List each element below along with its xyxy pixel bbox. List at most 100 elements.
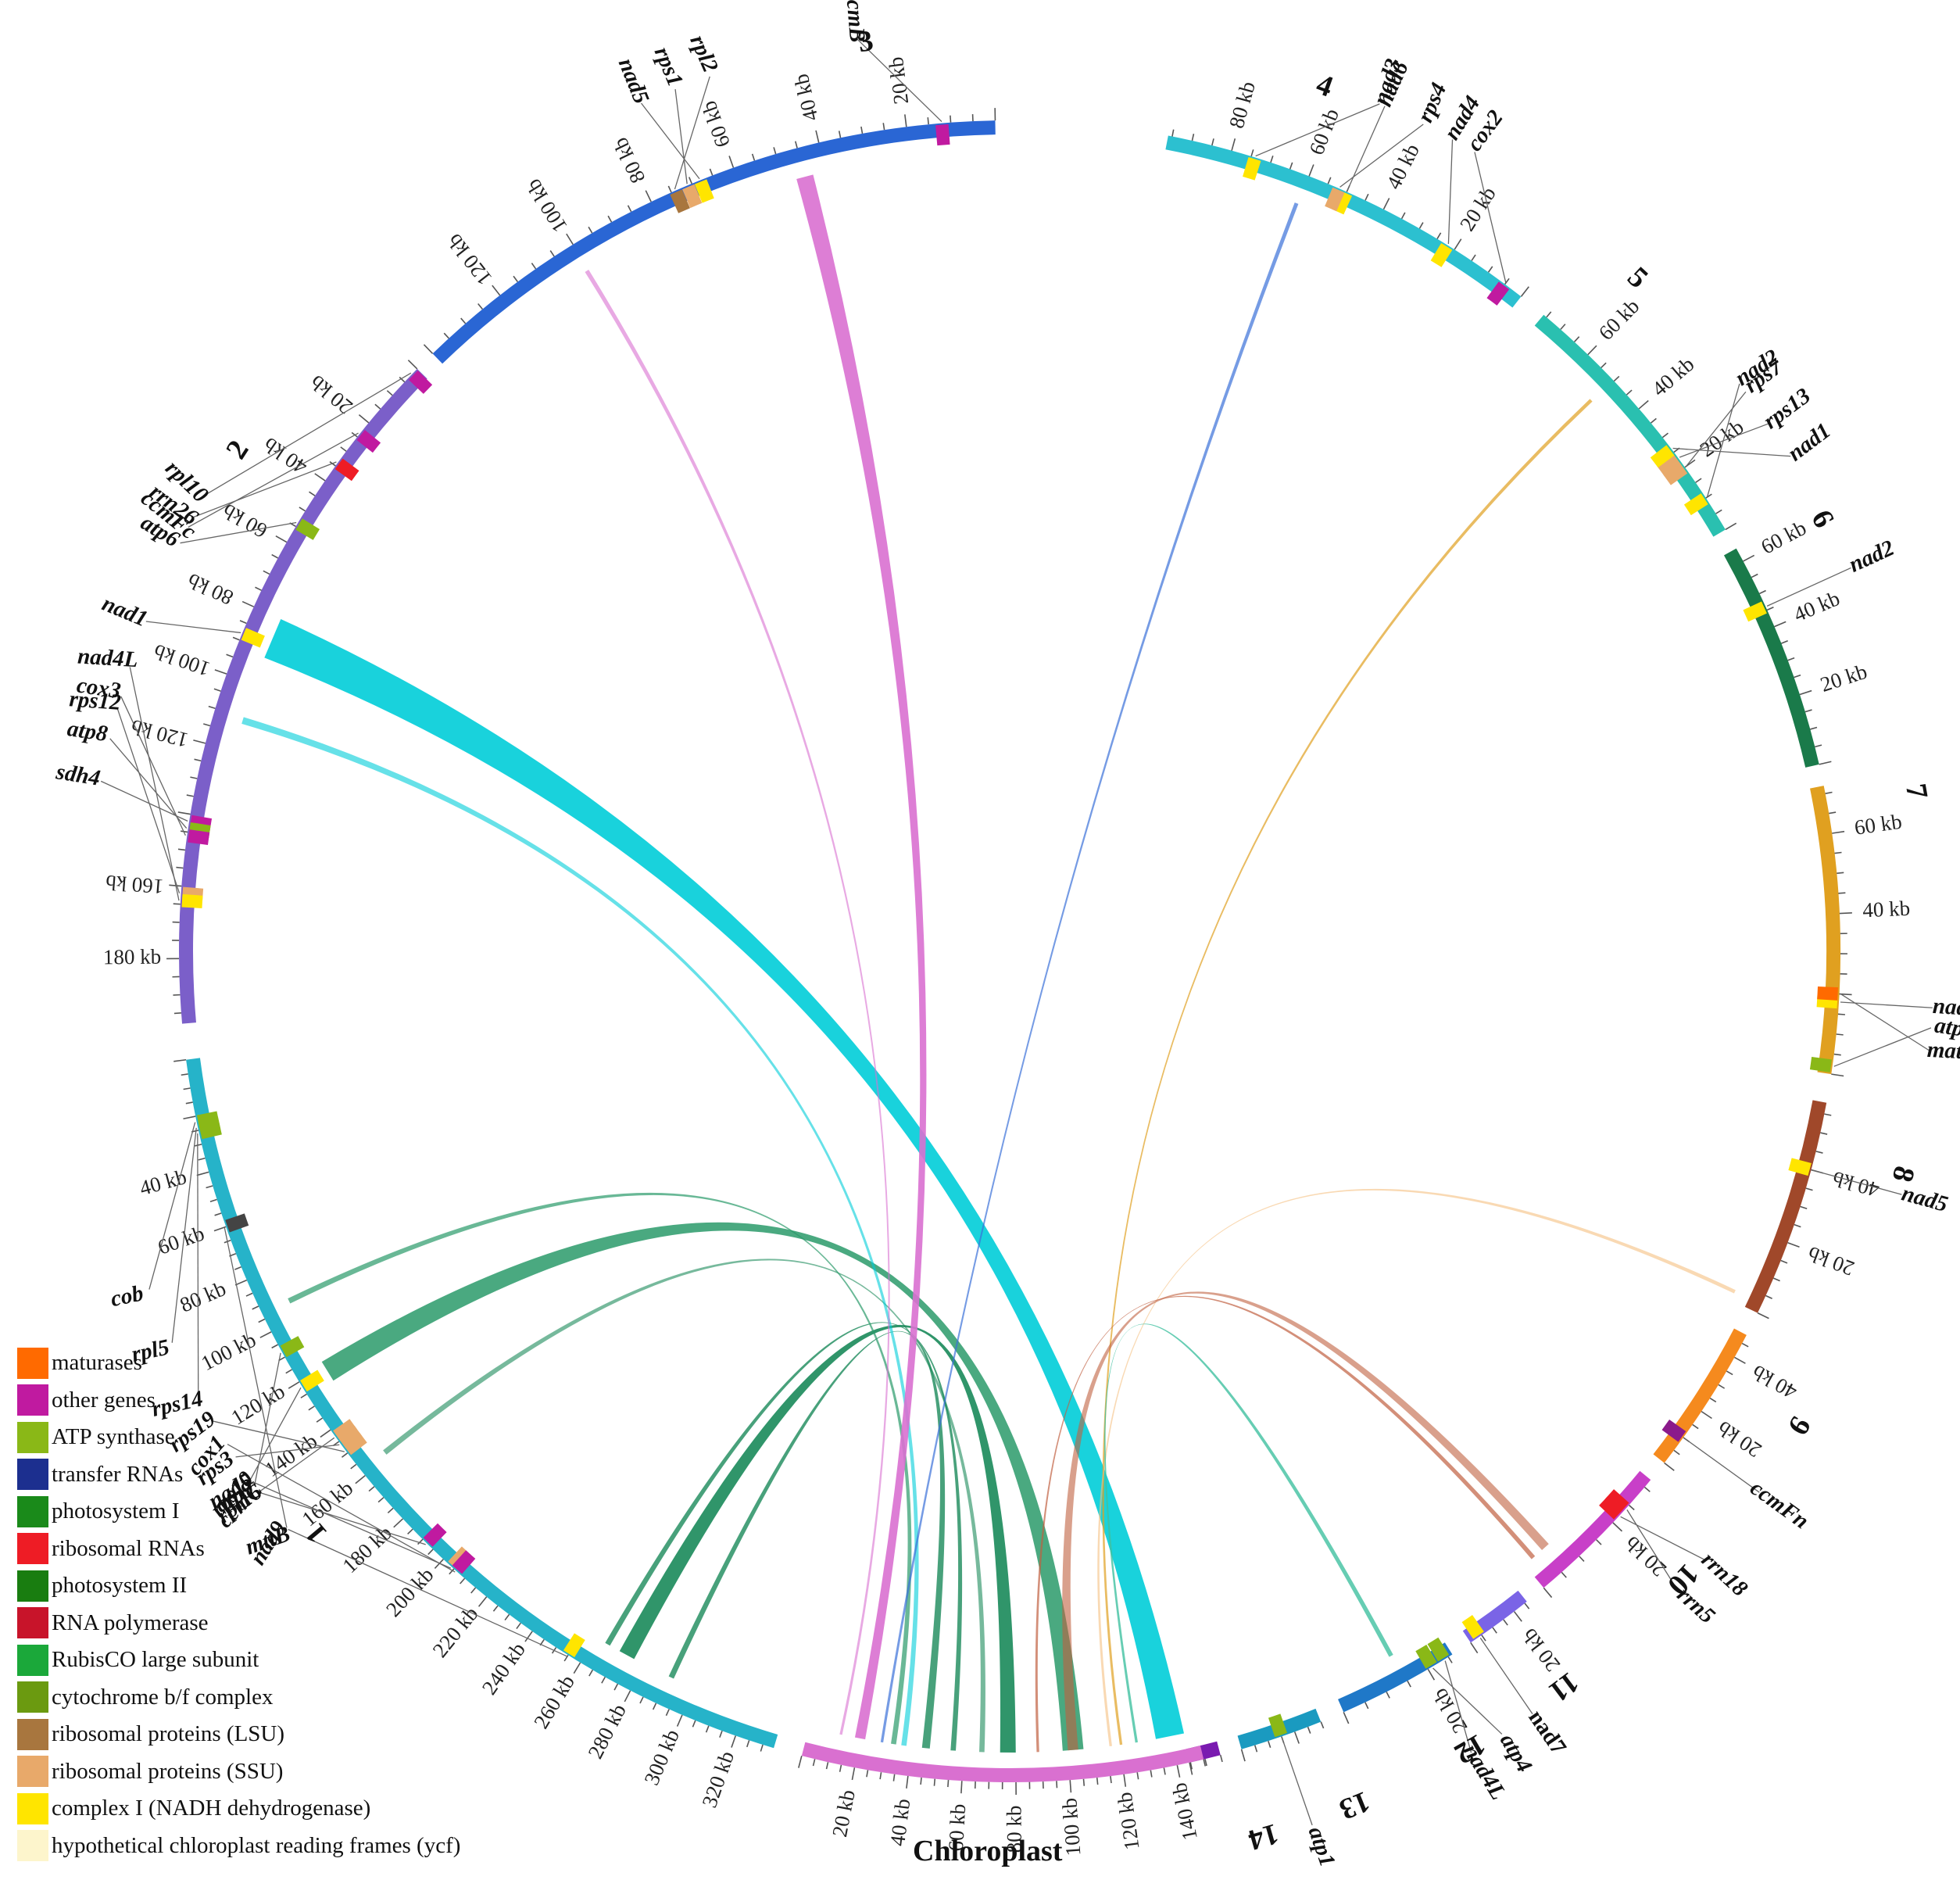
tick-label: 40 kb (137, 1165, 189, 1200)
gene-label-nad7: nad7 (1523, 1706, 1571, 1760)
tick-mark (1810, 726, 1818, 730)
gene-leader (171, 1127, 197, 1343)
legend-label: cytochrome b/f complex (52, 1684, 274, 1710)
tick-mark (1543, 1587, 1553, 1599)
gene-leader (252, 1481, 452, 1569)
chromosome-number-9: 9 (1781, 1411, 1817, 1441)
gene-leader (1679, 423, 1769, 458)
tick-mark (1705, 493, 1712, 499)
tick-mark (1524, 1602, 1530, 1610)
legend-label: RubisCO large subunit (52, 1647, 259, 1673)
gene-label-rps12: rps12 (69, 686, 122, 715)
tick-label: 20 kb (884, 56, 913, 106)
tick-mark (1560, 324, 1566, 330)
legend-item: ATP synthase (17, 1419, 611, 1456)
gene-mark (1661, 1420, 1686, 1442)
gene-mark (563, 1633, 585, 1658)
tick-mark (407, 360, 418, 370)
tick-mark (314, 473, 326, 482)
gene-leader (1255, 103, 1380, 157)
gene-label-cox3: cox3 (75, 673, 122, 704)
legend-label: ribosomal proteins (LSU) (52, 1721, 285, 1747)
tick-mark (1751, 573, 1758, 578)
tick-mark (399, 376, 406, 383)
tick-mark (285, 1369, 292, 1374)
tick-mark (1427, 1668, 1436, 1681)
tick-mark (1204, 1759, 1207, 1767)
tick-mark (689, 177, 692, 184)
tick-mark (213, 1226, 227, 1232)
tick-mark (434, 1559, 444, 1569)
tick-mark (1293, 1731, 1300, 1744)
gene-leader (641, 102, 700, 180)
tick-mark (1176, 1765, 1181, 1778)
tick-mark (1766, 606, 1774, 611)
tick-mark (676, 1714, 683, 1727)
tick-label: 20 kb (1455, 182, 1500, 235)
tick-mark (308, 1405, 315, 1411)
tick-mark (746, 1740, 750, 1748)
tick-mark (1364, 1702, 1369, 1710)
tick-mark (1219, 1755, 1223, 1763)
tick-mark (340, 446, 347, 452)
tick-mark (470, 1587, 477, 1594)
legend-item: other genes (17, 1382, 611, 1420)
chromosome-arc (1534, 314, 1726, 537)
tick-mark (1191, 133, 1195, 141)
tick-mark (196, 1171, 209, 1176)
gene-label-rps13: rps13 (1759, 383, 1815, 434)
gene-mark (300, 1370, 324, 1392)
gene-mark (343, 1432, 367, 1456)
tick-mark (728, 156, 735, 168)
legend-label: maturases (52, 1350, 142, 1376)
tick-mark (407, 1528, 413, 1535)
tick-mark (516, 1622, 521, 1630)
gene-mark (188, 829, 210, 846)
synteny-links (241, 174, 1736, 1753)
tick-mark (1418, 222, 1424, 229)
gene-label-rrn18: rrn18 (1697, 1547, 1753, 1602)
tick-label: 80 kb (177, 1276, 230, 1317)
synteny-link (796, 174, 927, 1740)
gene-leader (250, 1387, 302, 1480)
gene-leader (1833, 1027, 1932, 1067)
tick-mark (443, 332, 449, 339)
chromosome-13: atp1 (1237, 1708, 1340, 1870)
tick-mark (1587, 345, 1597, 356)
tick-mark (358, 414, 370, 424)
tick-label: 60 kb (1757, 516, 1810, 559)
gene-label-ccmFn: ccmFn (1746, 1475, 1814, 1534)
legend-item: maturases (17, 1345, 611, 1382)
tick-mark (1831, 1073, 1844, 1077)
tick-mark (645, 190, 652, 202)
tick-mark (1471, 254, 1476, 261)
gene-leader (674, 89, 688, 184)
gene-label-sdh4: sdh4 (54, 759, 102, 791)
tick-label: 60 kb (944, 1803, 970, 1852)
gene-leader (1684, 1438, 1760, 1493)
tick-mark (1308, 164, 1314, 177)
gene-leader (1281, 1738, 1313, 1826)
gene-mark (338, 1425, 363, 1448)
tick-mark (213, 688, 221, 692)
tick-mark (1833, 1053, 1841, 1056)
tick-mark (173, 1058, 187, 1062)
legend-swatch (17, 1421, 48, 1453)
tick-label: 40 kb (1862, 897, 1911, 922)
gene-leader (227, 1443, 456, 1573)
gene-mark (682, 184, 703, 209)
tick-mark (665, 1709, 670, 1717)
tick-mark (477, 1596, 488, 1607)
gene-leader (129, 667, 180, 901)
tick-mark (1804, 709, 1812, 713)
gene-leader (254, 1352, 281, 1485)
tick-mark (309, 491, 316, 496)
gene-mark (241, 628, 265, 648)
tick-label: 20 kb (828, 1788, 860, 1839)
chloroplast-label: Chloroplast (913, 1835, 1063, 1867)
tick-mark (288, 1381, 300, 1389)
tick-mark (1150, 1770, 1153, 1778)
gene-mark (1325, 187, 1345, 212)
tick-label: 20 kb (1818, 660, 1870, 696)
